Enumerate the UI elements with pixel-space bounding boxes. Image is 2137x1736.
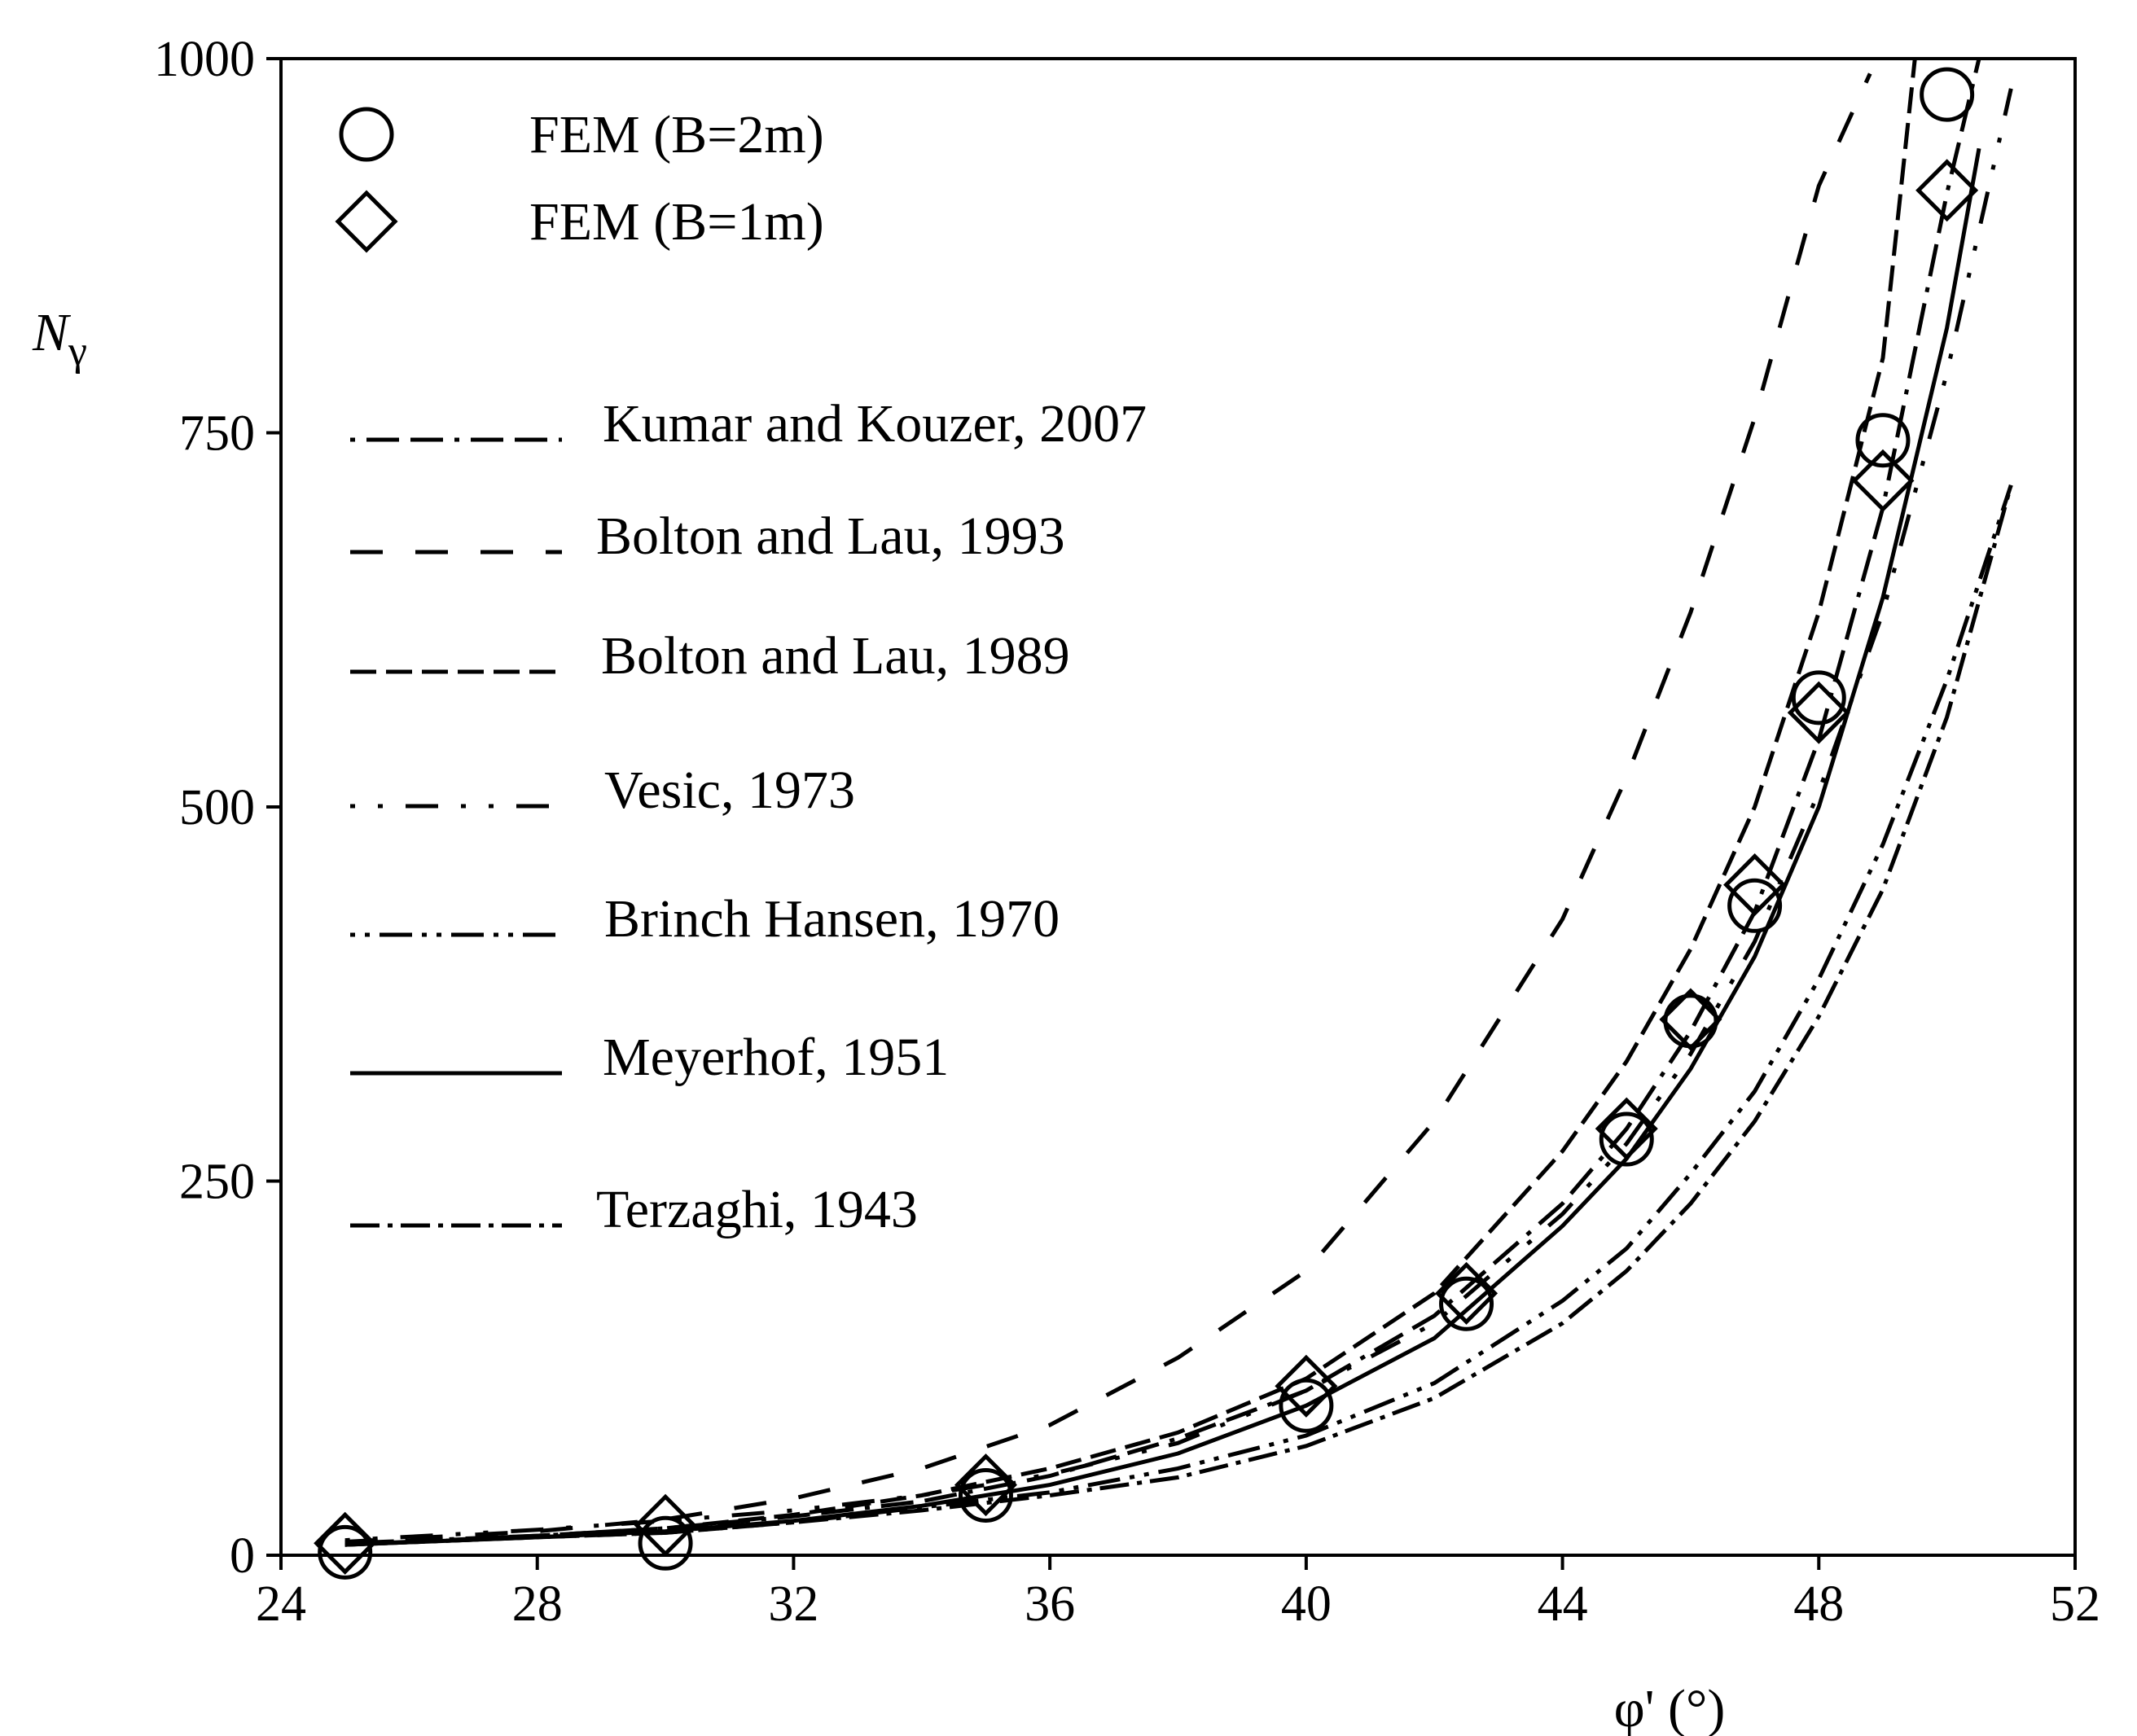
circle-marker xyxy=(1791,670,1846,726)
legend-label: FEM (B=1m) xyxy=(529,192,824,252)
series-line-bolton-and-lau-1993 xyxy=(344,72,1872,1544)
legend-entry-terzaghi-1943: Terzaghi, 1943 xyxy=(350,1180,918,1239)
legend-label: Terzaghi, 1943 xyxy=(596,1180,918,1239)
circle-marker xyxy=(318,1524,373,1580)
y-tick-label: 1000 xyxy=(154,32,255,87)
diamond-marker xyxy=(1787,681,1850,744)
circle-marker xyxy=(1439,1276,1494,1331)
diamond-marker xyxy=(1723,853,1787,917)
circle-marker xyxy=(1279,1378,1334,1433)
legend-entry-kumar-and-kouzer-2007: Kumar and Kouzer, 2007 xyxy=(350,394,1147,454)
plot-frame xyxy=(279,57,2077,1557)
x-tick-label: 36 xyxy=(1025,1576,1075,1632)
diamond-marker xyxy=(634,1493,697,1557)
legend-label: Vesic, 1973 xyxy=(604,761,855,820)
y-tick-label: 750 xyxy=(179,406,255,462)
series-layer xyxy=(344,58,2013,1547)
legend-entry-fem-b-1m: FEM (B=1m) xyxy=(335,190,824,253)
diamond-marker xyxy=(1435,1261,1499,1325)
y-tick-label: 500 xyxy=(179,780,255,835)
tick-layer: 24 28 32 36 40 44 48 52 0 250 500 750 1000 xyxy=(154,32,2100,1632)
y-tick-label: 250 xyxy=(179,1155,255,1210)
legend-entry-fem-b-2m: FEM (B=2m) xyxy=(339,105,824,164)
legend-entry-vesic-1973: Vesic, 1973 xyxy=(350,761,855,820)
diamond-marker xyxy=(1851,449,1915,512)
legend-entry-brinch-hansen-1970: Brinch Hansen, 1970 xyxy=(350,889,1060,949)
circle-marker xyxy=(1920,67,1975,122)
legend: FEM (B=2m) FEM (B=1m) Kumar and Kouzer, 20… xyxy=(335,105,1147,1239)
diamond-marker xyxy=(1659,988,1722,1051)
legend-entry-bolton-and-lau-1993: Bolton and Lau, 1993 xyxy=(350,506,1065,566)
x-tick-label: 44 xyxy=(1538,1576,1588,1632)
x-tick-label: 32 xyxy=(768,1576,818,1632)
y-tick-label: 0 xyxy=(230,1528,255,1584)
y-axis-label-main: N xyxy=(32,303,72,362)
circle-marker xyxy=(1727,878,1783,933)
legend-entry-meyerhof-1951: Meyerhof, 1951 xyxy=(350,1028,949,1087)
diamond-marker xyxy=(954,1453,1017,1517)
legend-label: Kumar and Kouzer, 2007 xyxy=(603,394,1147,454)
circle-marker xyxy=(1599,1111,1654,1167)
diamond-marker xyxy=(1595,1097,1658,1160)
legend-label: Bolton and Lau, 1993 xyxy=(596,506,1065,566)
legend-label: FEM (B=2m) xyxy=(529,105,824,164)
legend-label: Brinch Hansen, 1970 xyxy=(604,889,1060,949)
x-tick-label: 48 xyxy=(1793,1576,1844,1632)
diamond-marker xyxy=(1915,159,1979,222)
x-tick-label: 40 xyxy=(1281,1576,1332,1632)
legend-circle-marker xyxy=(339,107,394,162)
marker-layer xyxy=(314,67,1979,1580)
diamond-marker xyxy=(1275,1354,1338,1418)
y-axis-label: Nγ xyxy=(32,303,87,375)
series-line-vesic-1973 xyxy=(344,88,2013,1543)
legend-diamond-marker xyxy=(335,190,398,253)
circle-marker xyxy=(1855,413,1911,468)
circle-marker xyxy=(638,1515,693,1571)
series-line-meyerhof-1951 xyxy=(344,147,1981,1547)
diamond-marker xyxy=(314,1511,377,1575)
plot-border xyxy=(279,57,2077,1557)
series-line-brinch-hansen-1970 xyxy=(344,484,2013,1547)
y-axis-label-subscript: γ xyxy=(68,328,87,375)
x-axis-label: φ' (°) xyxy=(1614,1679,1726,1736)
x-tick-label: 28 xyxy=(512,1576,563,1632)
x-tick-label: 24 xyxy=(256,1576,306,1632)
legend-entry-bolton-and-lau-1989: Bolton and Lau, 1989 xyxy=(350,626,1070,686)
legend-label: Bolton and Lau, 1989 xyxy=(601,626,1070,686)
circle-marker xyxy=(958,1467,1013,1523)
series-line-kumar-and-kouzer-2007 xyxy=(344,58,1981,1545)
x-tick-label: 52 xyxy=(2050,1576,2100,1632)
legend-label: Meyerhof, 1951 xyxy=(603,1028,949,1087)
series-line-bolton-and-lau-1989 xyxy=(344,58,1917,1547)
series-line-terzaghi-1943 xyxy=(344,484,2013,1547)
circle-marker xyxy=(1663,993,1718,1049)
